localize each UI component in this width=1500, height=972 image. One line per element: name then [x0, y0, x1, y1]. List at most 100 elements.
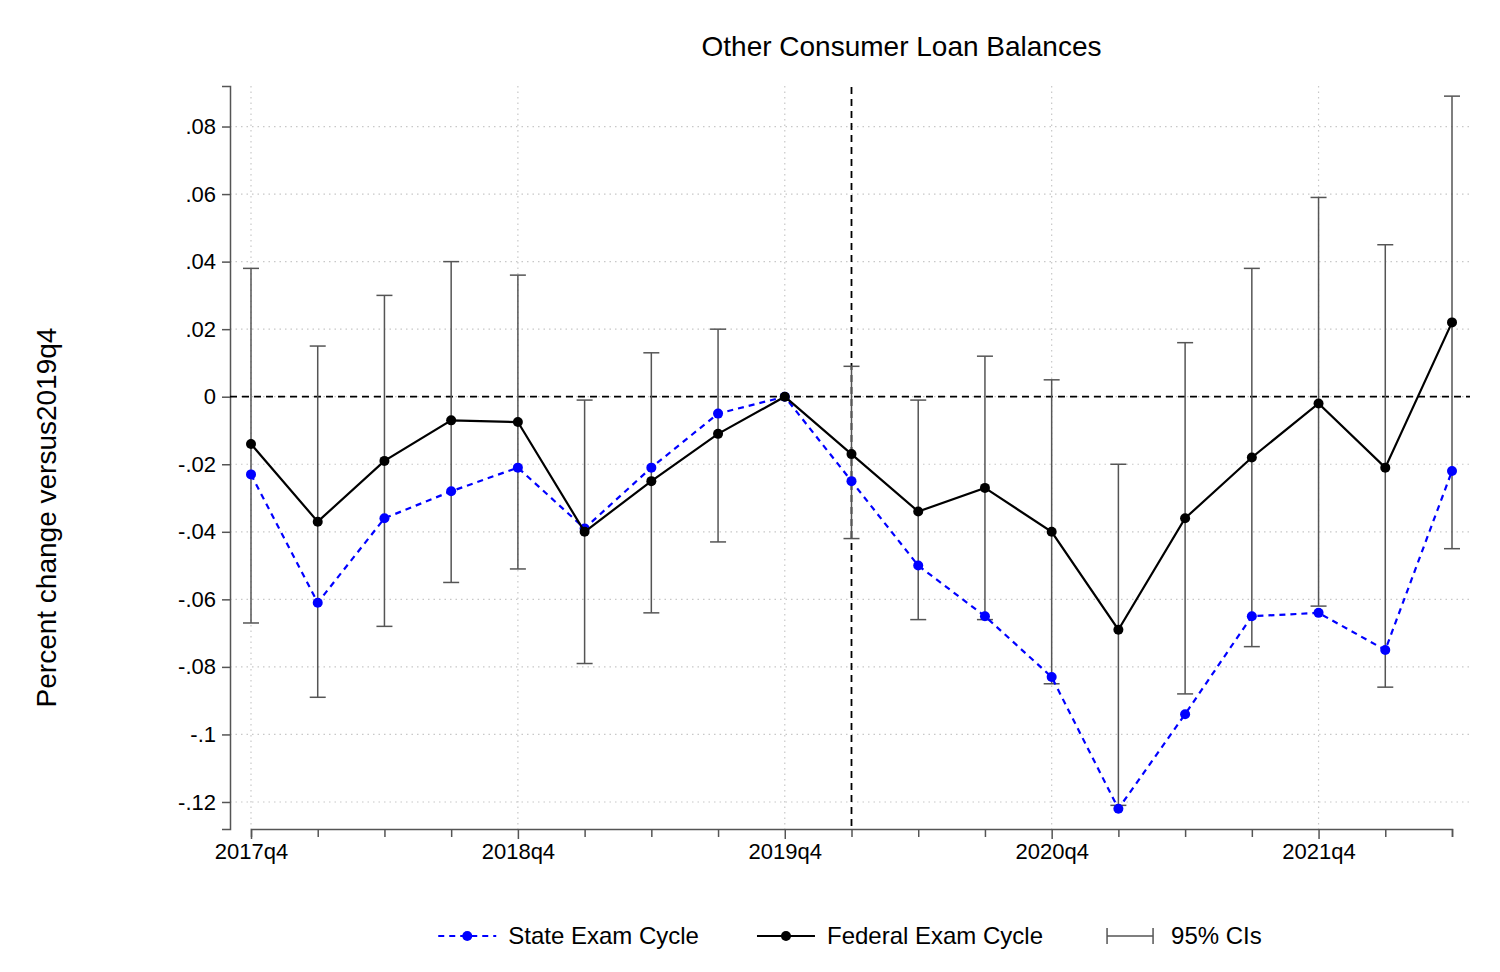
legend-label: 95% CIs	[1171, 922, 1262, 949]
y-tick-mark	[222, 667, 230, 669]
y-tick-label: .08	[185, 114, 216, 139]
error-bar	[1244, 268, 1260, 646]
grid-line	[784, 86, 785, 829]
series-marker	[980, 483, 990, 493]
y-tick-mark	[222, 396, 230, 398]
y-tick: .04	[185, 249, 230, 274]
error-bar	[1377, 245, 1393, 687]
series-marker	[713, 409, 723, 419]
error-bar	[977, 356, 993, 619]
y-tick: -.1	[190, 722, 230, 747]
series-marker	[313, 517, 323, 527]
series-marker	[847, 476, 857, 486]
y-tick-label: -.04	[178, 519, 216, 544]
x-tick: 2020q4	[1015, 829, 1088, 864]
y-tick-label: -.1	[190, 722, 216, 747]
series-marker	[780, 392, 790, 402]
x-tick	[718, 829, 719, 837]
x-tick	[1252, 829, 1253, 837]
grid-line	[230, 734, 1470, 735]
series-marker	[313, 598, 323, 608]
x-tick: 2021q4	[1282, 829, 1355, 864]
series-marker	[246, 469, 256, 479]
error-bar	[1444, 96, 1460, 549]
series-marker	[1047, 527, 1057, 537]
error-bar	[310, 346, 326, 697]
y-tick-mark	[222, 261, 230, 263]
series-marker	[780, 392, 790, 402]
x-tick	[1452, 829, 1453, 837]
y-tick-label: .06	[185, 182, 216, 207]
series-line	[251, 397, 1452, 809]
legend: State Exam CycleFederal Exam Cycle95% CI…	[438, 922, 1262, 949]
x-tick-mark	[384, 829, 386, 837]
series-marker	[1447, 466, 1457, 476]
series-marker	[1113, 804, 1123, 814]
y-tick: -.12	[178, 790, 230, 815]
series-marker	[246, 439, 256, 449]
legend-swatch	[1107, 928, 1153, 944]
grid-line	[230, 666, 1470, 667]
x-tick-label: 2020q4	[1015, 839, 1088, 864]
x-tick	[1385, 829, 1386, 837]
x-tick-label: 2021q4	[1282, 839, 1355, 864]
series-marker	[580, 527, 590, 537]
x-tick-mark	[785, 829, 787, 839]
series-marker	[379, 513, 389, 523]
series-marker	[1247, 453, 1257, 463]
series-marker	[1447, 317, 1457, 327]
x-tick	[451, 829, 452, 837]
series-marker	[379, 456, 389, 466]
x-tick: 2019q4	[749, 829, 822, 864]
y-tick-label: .02	[185, 317, 216, 342]
x-tick	[384, 829, 385, 837]
x-tick-mark	[1252, 829, 1254, 837]
x-tick-mark	[584, 829, 586, 837]
y-tick: .08	[185, 114, 230, 139]
error-bar	[1177, 343, 1193, 694]
grid-line	[230, 531, 1470, 532]
y-tick-mark	[222, 734, 230, 736]
x-axis: 2017q42018q42019q42020q42021q4	[215, 829, 1453, 864]
grid-line	[230, 396, 1470, 397]
y-tick-mark	[222, 329, 230, 331]
grid-line	[230, 261, 1470, 262]
series-marker	[1180, 709, 1190, 719]
x-tick	[318, 829, 319, 837]
series-marker	[1314, 398, 1324, 408]
plot-area	[230, 86, 1470, 829]
x-tick-mark	[1318, 829, 1320, 839]
y-tick-label: -.08	[178, 654, 216, 679]
x-tick-mark	[851, 829, 853, 837]
error-bar	[643, 353, 659, 613]
legend-item: Federal Exam Cycle	[757, 922, 1043, 949]
y-tick-mark	[222, 802, 230, 804]
grid-line	[230, 464, 1470, 465]
series-marker	[446, 486, 456, 496]
legend-item: 95% CIs	[1107, 922, 1262, 949]
series-marker	[446, 415, 456, 425]
grid	[230, 86, 1470, 829]
error-bar	[1044, 380, 1060, 684]
error-bar	[710, 329, 726, 542]
y-tick-mark	[222, 194, 230, 196]
grid-line	[230, 193, 1470, 194]
y-tick: .02	[185, 317, 230, 342]
grid-line	[230, 126, 1470, 127]
y-tick-label: -.02	[178, 452, 216, 477]
y-tick: -.06	[178, 587, 230, 612]
legend-marker	[781, 931, 791, 941]
series-marker	[1113, 625, 1123, 635]
x-tick-label: 2019q4	[749, 839, 822, 864]
y-tick: -.04	[178, 519, 230, 544]
y-tick: -.08	[178, 654, 230, 679]
y-axis-line	[222, 87, 231, 830]
y-tick-label: .04	[185, 249, 216, 274]
y-tick-mark	[222, 464, 230, 466]
x-tick-mark	[1051, 829, 1053, 839]
error-bar	[1110, 464, 1126, 805]
x-tick	[651, 829, 652, 837]
series-marker	[913, 507, 923, 517]
x-tick-mark	[317, 829, 319, 837]
x-tick-mark	[1118, 829, 1120, 837]
